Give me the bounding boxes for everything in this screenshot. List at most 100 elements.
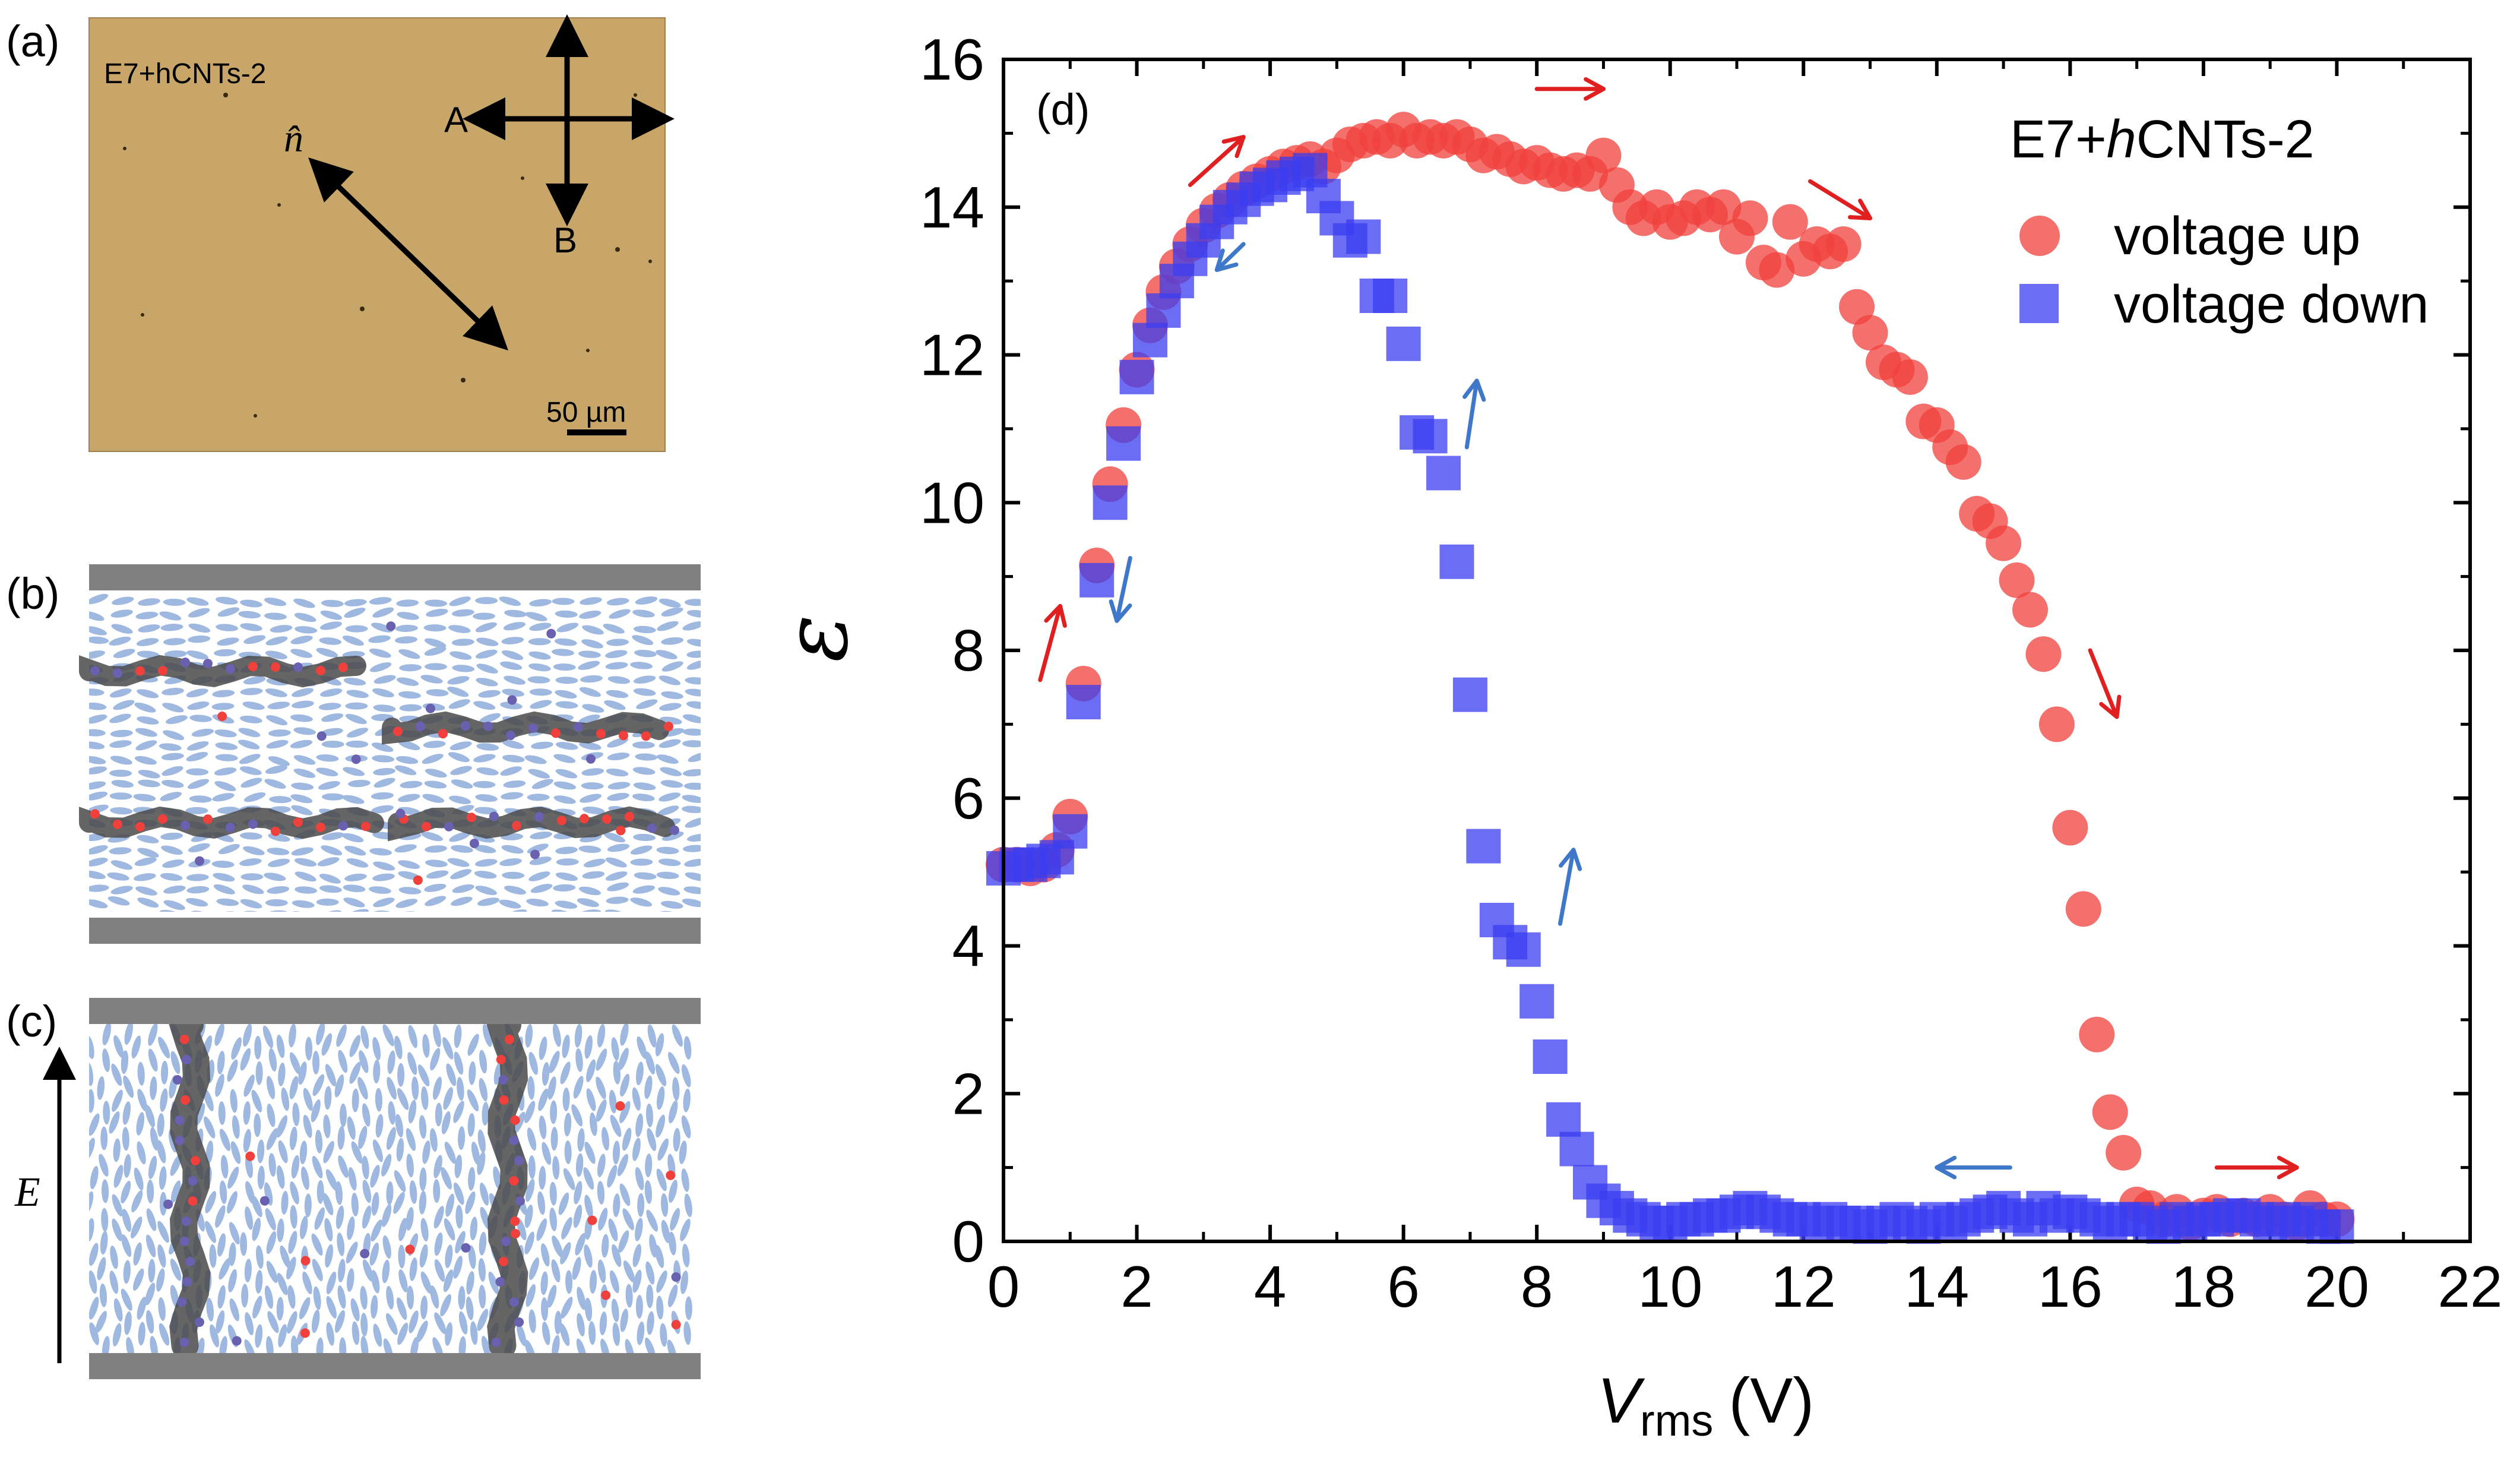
lc-molecule [444,1142,456,1164]
lc-molecule [326,1295,337,1319]
lc-molecule [475,622,497,633]
lc-molecule [596,1099,607,1122]
lc-molecule [563,1168,575,1190]
lc-molecule [252,1295,262,1319]
lc-molecule [479,1285,486,1309]
data-point-voltage-up [1705,189,1742,225]
particle [181,1055,191,1064]
lc-molecule [238,739,260,750]
lc-molecule [660,900,683,909]
lc-molecule [528,638,551,646]
lc-molecule [612,1140,620,1165]
lc-molecule [682,1243,690,1268]
lc-molecule [133,1268,144,1291]
lc-molecule [100,1231,108,1255]
lc-molecule [396,599,419,607]
panel-d-label: (d) [1036,85,1090,134]
lc-molecule [686,701,701,709]
lc-molecule [382,1024,394,1047]
lc-molecule [387,1076,397,1100]
lc-molecule [102,1048,110,1072]
lc-molecule [527,1076,535,1100]
lc-molecule [358,1126,368,1149]
lc-molecule [422,754,444,764]
particle [163,1199,173,1209]
data-point-voltage-down [2319,1209,2354,1244]
particle [671,1320,681,1330]
lc-molecule [434,1259,445,1282]
lc-molecule [657,621,679,631]
lc-molecule [686,660,701,670]
lc-molecule [421,1086,429,1110]
lc-molecule [348,1167,357,1191]
lc-molecule [372,1036,381,1061]
particle [188,1196,198,1206]
lc-molecule [170,1259,182,1281]
lc-molecule [373,861,395,871]
lc-molecule [295,886,318,894]
data-point-voltage-down [1519,984,1555,1019]
lc-molecule [369,597,392,605]
data-point-voltage-down [1413,419,1448,454]
particle [316,731,327,741]
lc-molecule [423,624,447,632]
lc-molecule [387,1050,395,1074]
lc-molecule [525,1284,536,1307]
lc-molecule [502,688,524,697]
lc-molecule [465,1191,476,1214]
lc-molecule [468,1245,476,1269]
lc-molecule [349,1035,361,1057]
lc-molecule [280,1245,290,1268]
lc-molecule [110,886,133,895]
lc-molecule [242,701,265,710]
lc-molecule [605,650,628,659]
lc-molecule [210,1324,220,1348]
lc-molecule [312,1050,320,1074]
lc-molecule [217,637,239,646]
lc-molecule [334,1074,344,1098]
lc-molecule [430,1048,441,1071]
data-point-voltage-up [2025,636,2062,672]
lc-molecule [635,1113,644,1137]
particle [158,814,167,824]
particle [496,1055,506,1064]
lc-molecule [633,625,656,634]
lc-molecule [187,779,210,789]
lc-molecule [109,769,132,777]
lc-molecule [552,649,574,656]
lc-molecule [527,794,550,801]
lc-molecule [605,662,628,670]
lc-molecule [316,1022,325,1045]
lc-molecule [453,1101,464,1123]
data-point-voltage-up [2065,891,2101,927]
lc-molecule [660,1193,669,1217]
lc-molecule [607,843,630,852]
lc-molecule [647,1311,654,1335]
lc-molecule [265,636,288,646]
lc-molecule [630,897,653,907]
lc-molecule [159,611,182,621]
bottom-electrode-c [89,1353,701,1379]
lc-molecule [239,754,261,764]
lc-molecule [422,1034,430,1058]
lc-molecule [265,1208,276,1231]
lc-molecule [656,1114,666,1138]
lc-molecule [318,703,341,710]
lc-molecule [352,1088,359,1112]
lc-molecule [549,1208,557,1231]
lc-molecule [396,1137,404,1162]
particle [514,1156,524,1165]
lc-molecule [255,1245,264,1269]
lc-molecule [452,665,475,672]
lc-molecule [351,1141,363,1164]
bottom-electrode-b [89,918,701,944]
lc-molecule [597,1023,606,1048]
lc-molecule [555,872,578,881]
particle [90,666,100,676]
lc-molecule [157,1221,169,1243]
direction-arrow [2214,1155,2299,1180]
lc-molecule [319,637,342,645]
lc-molecule [524,1101,536,1124]
lc-molecule [372,755,395,763]
lc-molecule [205,1191,217,1213]
